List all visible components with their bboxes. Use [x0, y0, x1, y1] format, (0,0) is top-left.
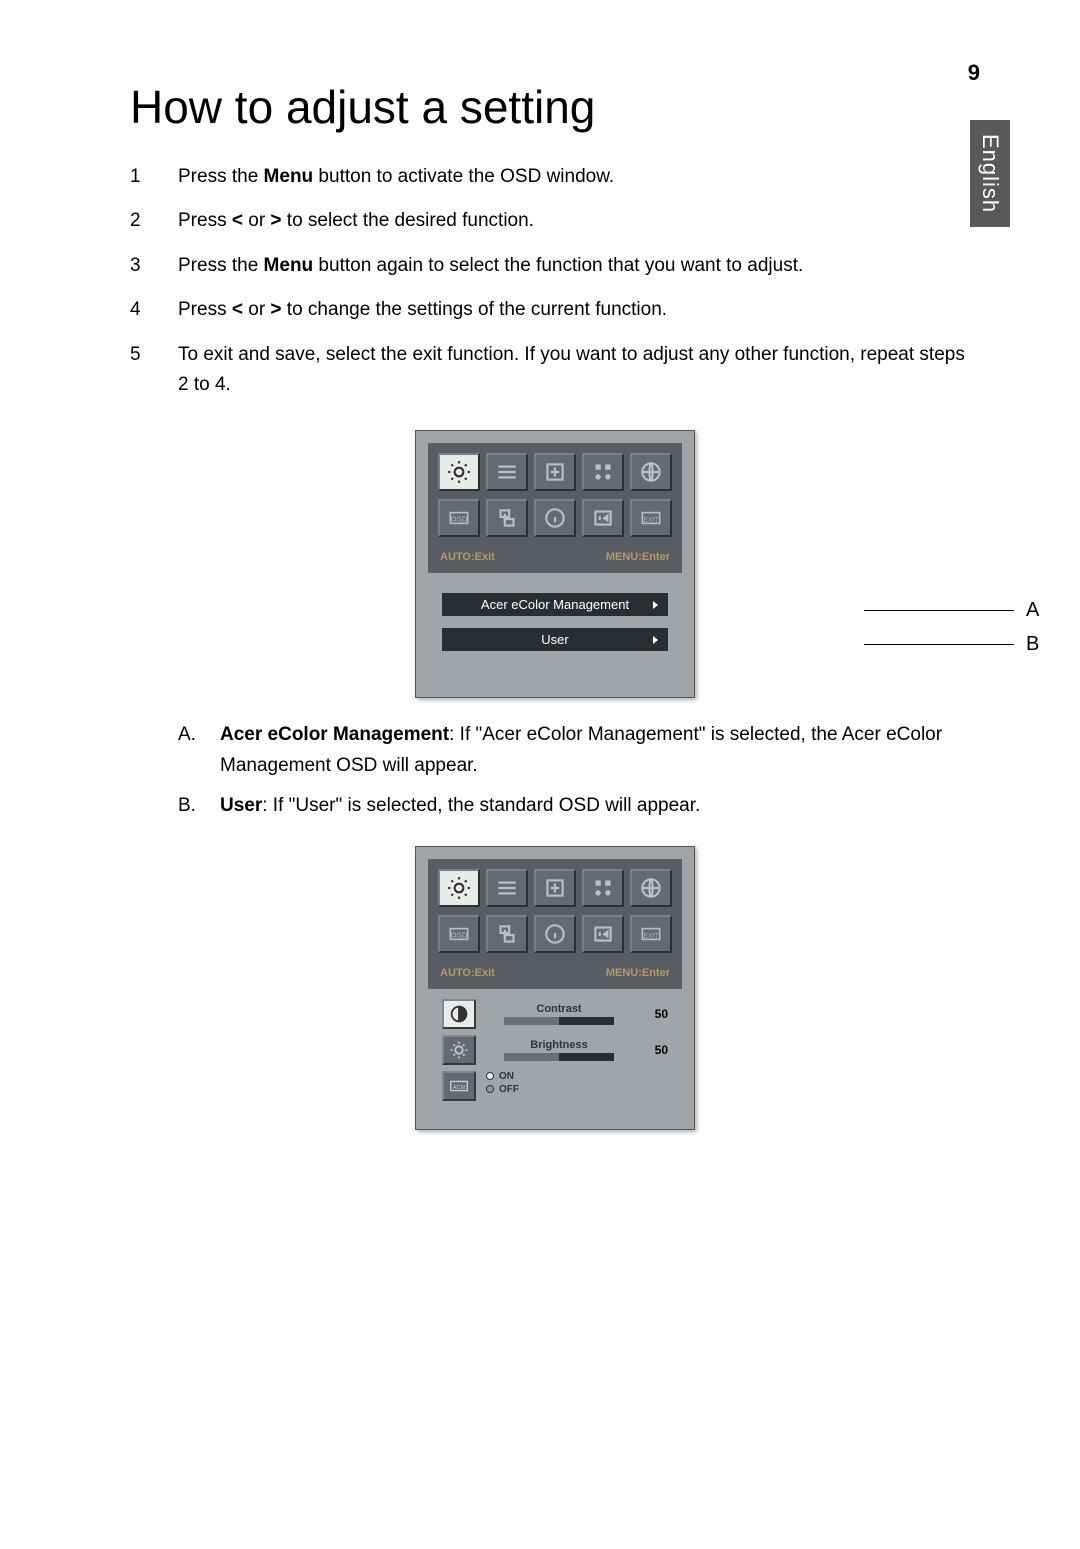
menu-item-ecolor[interactable]: Acer eColor Management — [442, 593, 668, 616]
acm-icon[interactable]: ACM — [442, 1071, 476, 1101]
color-icon[interactable] — [582, 453, 624, 491]
letter-item: A.Acer eColor Management: If "Acer eColo… — [178, 720, 980, 781]
info-icon[interactable] — [534, 499, 576, 537]
list-icon[interactable] — [486, 453, 528, 491]
reset-icon[interactable] — [582, 499, 624, 537]
osd-panel-2: OSD EXIT AUTO:Exit MENU:Enter Contrast — [415, 846, 695, 1130]
osd2-footer: AUTO:Exit MENU:Enter — [438, 963, 672, 979]
contrast-row: Contrast 50 — [442, 999, 668, 1029]
menu-item-user[interactable]: User — [442, 628, 668, 651]
contrast-value: 50 — [642, 1007, 668, 1021]
menu-enter-label: MENU:Enter — [606, 551, 670, 563]
position-icon[interactable] — [534, 453, 576, 491]
acm-row: ACM ON OFF — [442, 1071, 668, 1101]
svg-text:EXIT: EXIT — [644, 517, 658, 524]
brightness-setting-icon[interactable] — [442, 1035, 476, 1065]
svg-text:EXIT: EXIT — [644, 932, 658, 939]
manual-page: 9 English How to adjust a setting 1Press… — [0, 0, 1080, 1220]
step-item: 4Press < or > to change the settings of … — [130, 295, 980, 325]
osd-footer: AUTO:Exit MENU:Enter — [438, 547, 672, 563]
brightness-value: 50 — [642, 1043, 668, 1057]
input-icon[interactable] — [486, 915, 528, 953]
step-item: 3Press the Menu button again to select t… — [130, 251, 980, 281]
osd-figure-2: OSD EXIT AUTO:Exit MENU:Enter Contrast — [130, 846, 980, 1130]
osd-icon-row-1 — [438, 453, 672, 491]
reset-icon[interactable] — [582, 915, 624, 953]
osd-icon-row-2: OSD EXIT — [438, 499, 672, 537]
brightness-icon[interactable] — [438, 869, 480, 907]
osd-panel: OSD EXIT AUTO:Exit MENU:Enter Acer eColo… — [415, 430, 695, 698]
color-icon[interactable] — [582, 869, 624, 907]
language-icon[interactable] — [630, 453, 672, 491]
steps-list: 1Press the Menu button to activate the O… — [130, 162, 980, 400]
info-icon[interactable] — [534, 915, 576, 953]
menu-enter-label: MENU:Enter — [606, 967, 670, 979]
osd-figure-1: OSD EXIT AUTO:Exit MENU:Enter Acer eColo… — [130, 430, 980, 698]
acm-off-option[interactable]: OFF — [486, 1084, 519, 1095]
right-arrow-icon — [650, 634, 662, 646]
input-icon[interactable] — [486, 499, 528, 537]
step-item: 1Press the Menu button to activate the O… — [130, 162, 980, 192]
language-icon[interactable] — [630, 869, 672, 907]
letter-list: A.Acer eColor Management: If "Acer eColo… — [178, 720, 980, 821]
page-number: 9 — [968, 60, 980, 86]
brightness-row: Brightness 50 — [442, 1035, 668, 1065]
right-arrow-icon — [650, 599, 662, 611]
osd2-icon-row-2: OSD EXIT — [438, 915, 672, 953]
contrast-slider[interactable] — [504, 1017, 614, 1025]
language-tab: English — [970, 120, 1010, 227]
osd2-icon-row-1 — [438, 869, 672, 907]
callout-a: A — [864, 599, 1039, 622]
auto-exit-label: AUTO:Exit — [440, 551, 495, 563]
page-title: How to adjust a setting — [130, 80, 980, 134]
step-item: 2Press < or > to select the desired func… — [130, 206, 980, 236]
position-icon[interactable] — [534, 869, 576, 907]
svg-text:ACM: ACM — [453, 1084, 466, 1090]
svg-text:OSD: OSD — [451, 515, 468, 524]
list-icon[interactable] — [486, 869, 528, 907]
callout-b: B — [864, 633, 1039, 656]
exit-icon[interactable]: EXIT — [630, 915, 672, 953]
letter-item: B.User: If "User" is selected, the stand… — [178, 791, 980, 821]
settings-section: Contrast 50 Brightness 50 ACM ON OFF — [428, 989, 682, 1117]
svg-text:OSD: OSD — [451, 930, 468, 939]
exit-icon[interactable]: EXIT — [630, 499, 672, 537]
osd-icon[interactable]: OSD — [438, 915, 480, 953]
brightness-slider[interactable] — [504, 1053, 614, 1061]
osd-icon[interactable]: OSD — [438, 499, 480, 537]
auto-exit-label: AUTO:Exit — [440, 967, 495, 979]
step-item: 5To exit and save, select the exit funct… — [130, 340, 980, 401]
acm-on-option[interactable]: ON — [486, 1071, 519, 1082]
brightness-icon[interactable] — [438, 453, 480, 491]
contrast-icon[interactable] — [442, 999, 476, 1029]
